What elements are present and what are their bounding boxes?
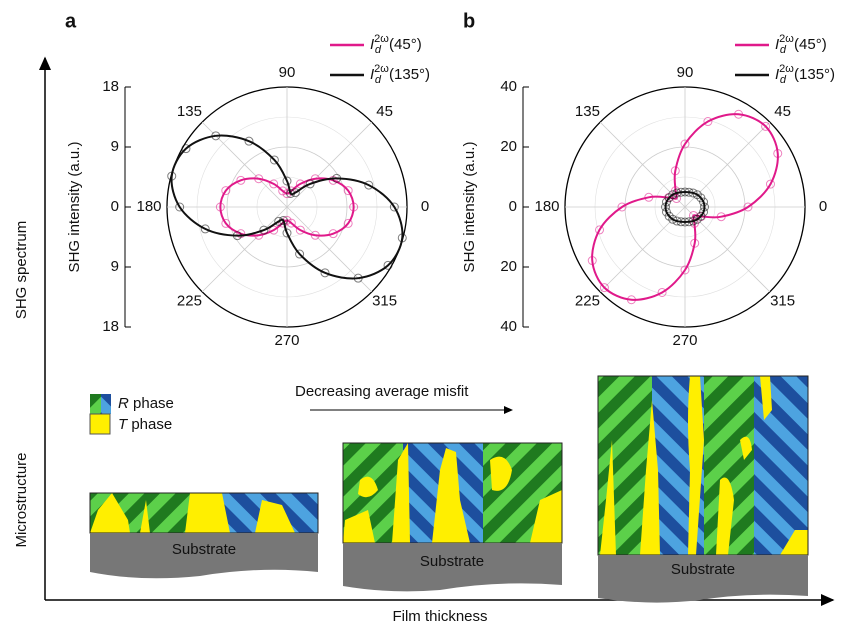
angle-grid-line [202,122,287,207]
axis-label: SHG spectrum [13,221,30,319]
legend-text: (135°) [794,66,835,83]
y-axis-label: SHG intensity (a.u.) [461,142,478,273]
substrate-label: Substrate [671,561,735,578]
polar-chart: 0 45 90 135 180 225 270 315 40 20 0 20 40 SHG intensi… [461,10,835,349]
legend-label: I2ωd(135°) [775,63,835,86]
figure: SHG spectrum Microstructure Film thickne… [0,0,848,627]
arrow-label: Decreasing average misfit [295,383,469,400]
angle-tick-label: 270 [672,332,697,349]
y-tick-label: 9 [111,258,119,275]
y-tick-label: 18 [102,318,119,335]
legend-text: d [780,44,787,56]
legend-label: T phase [118,416,172,433]
legend-label: I2ωd(45°) [775,33,827,56]
angle-tick-label: 90 [279,64,296,81]
y-axis-label: SHG intensity (a.u.) [66,142,83,273]
angle-tick-label: 270 [274,332,299,349]
y-tick-label: 20 [500,258,517,275]
legend-text: d [780,74,787,86]
angle-tick-label: 180 [136,198,161,215]
y-tick-label: 0 [509,198,517,215]
angle-tick-label: 0 [421,198,429,215]
angle-tick-label: 0 [819,198,827,215]
y-tick-label: 20 [500,138,517,155]
y-tick-label: 9 [111,138,119,155]
legend-text: d [375,74,382,86]
angle-tick-label: 180 [534,198,559,215]
angle-grid-line [202,207,287,292]
substrate-label: Substrate [172,541,236,558]
legend-label: R phase [118,395,174,412]
substrate-label: Substrate [420,553,484,570]
angle-tick-label: 225 [575,293,600,310]
angle-tick-label: 315 [372,293,397,310]
legend-text: (45°) [389,36,422,53]
panel-label: b [463,10,475,32]
legend-text: (135°) [389,66,430,83]
angle-tick-label: 135 [177,103,202,120]
legend-swatch [90,414,110,434]
angle-tick-label: 90 [677,64,694,81]
panel-label: a [65,10,77,32]
y-tick-label: 0 [111,198,119,215]
legend-swatch [101,394,111,414]
microstructure: R phase T phase Decreasing average misfi… [90,376,808,603]
angle-tick-label: 315 [770,293,795,310]
y-tick-label: 40 [500,318,517,335]
axis-label: Microstructure [13,452,30,547]
angle-grid-line [287,122,372,207]
angle-grid-line [287,207,372,292]
angle-tick-label: 45 [774,103,791,120]
legend-text: d [375,44,382,56]
y-tick-label: 40 [500,78,517,95]
angle-tick-label: 45 [376,103,393,120]
angle-tick-label: 135 [575,103,600,120]
y-tick-label: 18 [102,78,119,95]
angle-tick-label: 225 [177,293,202,310]
axis-label: Film thickness [392,608,487,625]
legend-text: (45°) [794,36,827,53]
